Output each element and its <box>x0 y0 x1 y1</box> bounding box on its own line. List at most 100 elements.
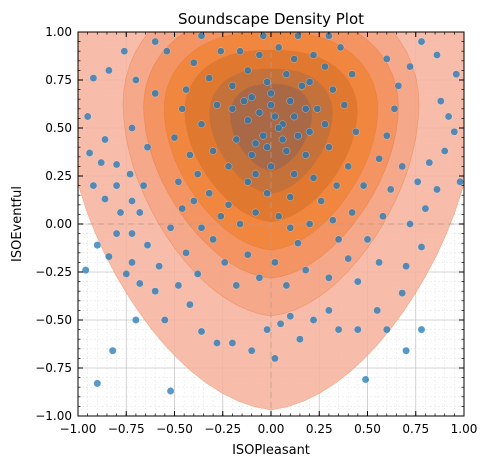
data-point <box>361 375 370 384</box>
data-point <box>216 212 225 221</box>
data-point <box>220 258 229 267</box>
data-point <box>344 254 353 263</box>
data-point <box>85 149 94 157</box>
data-point <box>336 43 345 52</box>
data-point <box>243 116 252 125</box>
x-tick-label: −1.00 <box>60 422 97 436</box>
data-point <box>162 47 171 56</box>
data-point <box>375 258 383 267</box>
data-point <box>305 220 314 228</box>
data-point <box>132 316 140 324</box>
data-point <box>135 279 144 288</box>
data-point <box>243 250 252 259</box>
data-point <box>328 216 337 224</box>
data-point <box>301 105 310 113</box>
data-point <box>228 105 237 113</box>
x-tick-label: 0.50 <box>354 422 381 436</box>
data-point <box>263 78 271 86</box>
data-point <box>450 127 459 136</box>
data-point <box>197 327 206 336</box>
data-point <box>282 281 291 290</box>
data-point <box>274 43 283 52</box>
data-point <box>178 204 186 213</box>
data-point <box>379 212 387 221</box>
data-point <box>456 177 464 186</box>
data-point <box>340 101 349 109</box>
y-tick-label: 0.50 <box>45 121 72 135</box>
data-point <box>139 181 148 190</box>
data-point <box>205 189 213 198</box>
data-point <box>101 135 109 144</box>
data-point <box>398 162 407 171</box>
data-point <box>263 143 271 151</box>
data-point <box>274 124 283 132</box>
data-point <box>240 97 248 105</box>
data-point <box>228 339 237 347</box>
x-axis-ticks: −1.00 −0.75 −0.50 −0.25 0.00 0.25 0.50 0.75 1.00 <box>60 32 478 436</box>
data-point <box>189 58 198 67</box>
data-point <box>296 335 304 344</box>
x-tick-label: 1.00 <box>451 422 478 436</box>
data-point <box>197 223 206 232</box>
data-point <box>251 139 260 148</box>
y-tick-label: −0.50 <box>35 313 72 327</box>
data-point <box>290 170 299 178</box>
data-point <box>128 258 136 267</box>
data-point <box>209 235 217 244</box>
data-point <box>267 89 275 98</box>
data-point <box>294 32 302 40</box>
data-point <box>286 97 295 105</box>
data-point <box>436 97 445 105</box>
data-point <box>108 346 117 355</box>
data-point <box>267 162 275 171</box>
data-point <box>178 105 186 113</box>
data-point <box>174 281 183 290</box>
data-point <box>417 37 426 46</box>
data-point <box>305 78 314 86</box>
data-point <box>421 204 430 213</box>
data-point <box>440 147 449 155</box>
data-point <box>382 325 391 334</box>
data-point <box>352 127 360 136</box>
data-point <box>386 185 395 194</box>
data-point <box>228 82 237 90</box>
data-point <box>382 131 391 140</box>
y-tick-label: −1.00 <box>35 409 72 423</box>
data-point <box>213 101 221 109</box>
data-point <box>186 300 194 309</box>
data-point <box>286 193 295 201</box>
x-tick-label: 0.25 <box>306 422 333 436</box>
data-point <box>406 62 414 71</box>
data-point <box>290 55 299 63</box>
data-point <box>413 177 422 186</box>
data-point <box>151 287 159 296</box>
data-point <box>160 316 169 324</box>
data-point <box>267 101 275 109</box>
y-axis-ticks: 1.00 0.75 0.50 0.25 0.00 −0.25 −0.50 −0.75 −1.00 <box>35 25 464 423</box>
data-point <box>402 346 410 355</box>
data-point <box>271 258 279 267</box>
data-point <box>309 51 318 59</box>
data-point <box>89 181 98 190</box>
data-point <box>135 208 144 217</box>
data-point <box>425 158 434 167</box>
data-point <box>224 162 233 171</box>
data-point <box>433 51 441 59</box>
data-point <box>243 66 252 75</box>
data-point <box>334 325 343 334</box>
data-point <box>271 112 279 121</box>
data-point <box>193 170 202 178</box>
y-tick-label: 0.00 <box>45 217 72 231</box>
data-point <box>243 177 252 186</box>
data-point <box>294 131 302 140</box>
chart-title: Soundscape Density Plot <box>178 10 364 28</box>
data-point <box>166 387 175 395</box>
data-point <box>286 223 295 232</box>
y-tick-label: 0.25 <box>45 169 72 183</box>
data-point <box>186 151 194 159</box>
x-axis-label: ISOPleasant <box>232 443 310 458</box>
x-tick-label: −0.25 <box>204 422 241 436</box>
data-point <box>105 66 113 75</box>
data-point <box>406 220 414 228</box>
data-point <box>126 170 134 178</box>
